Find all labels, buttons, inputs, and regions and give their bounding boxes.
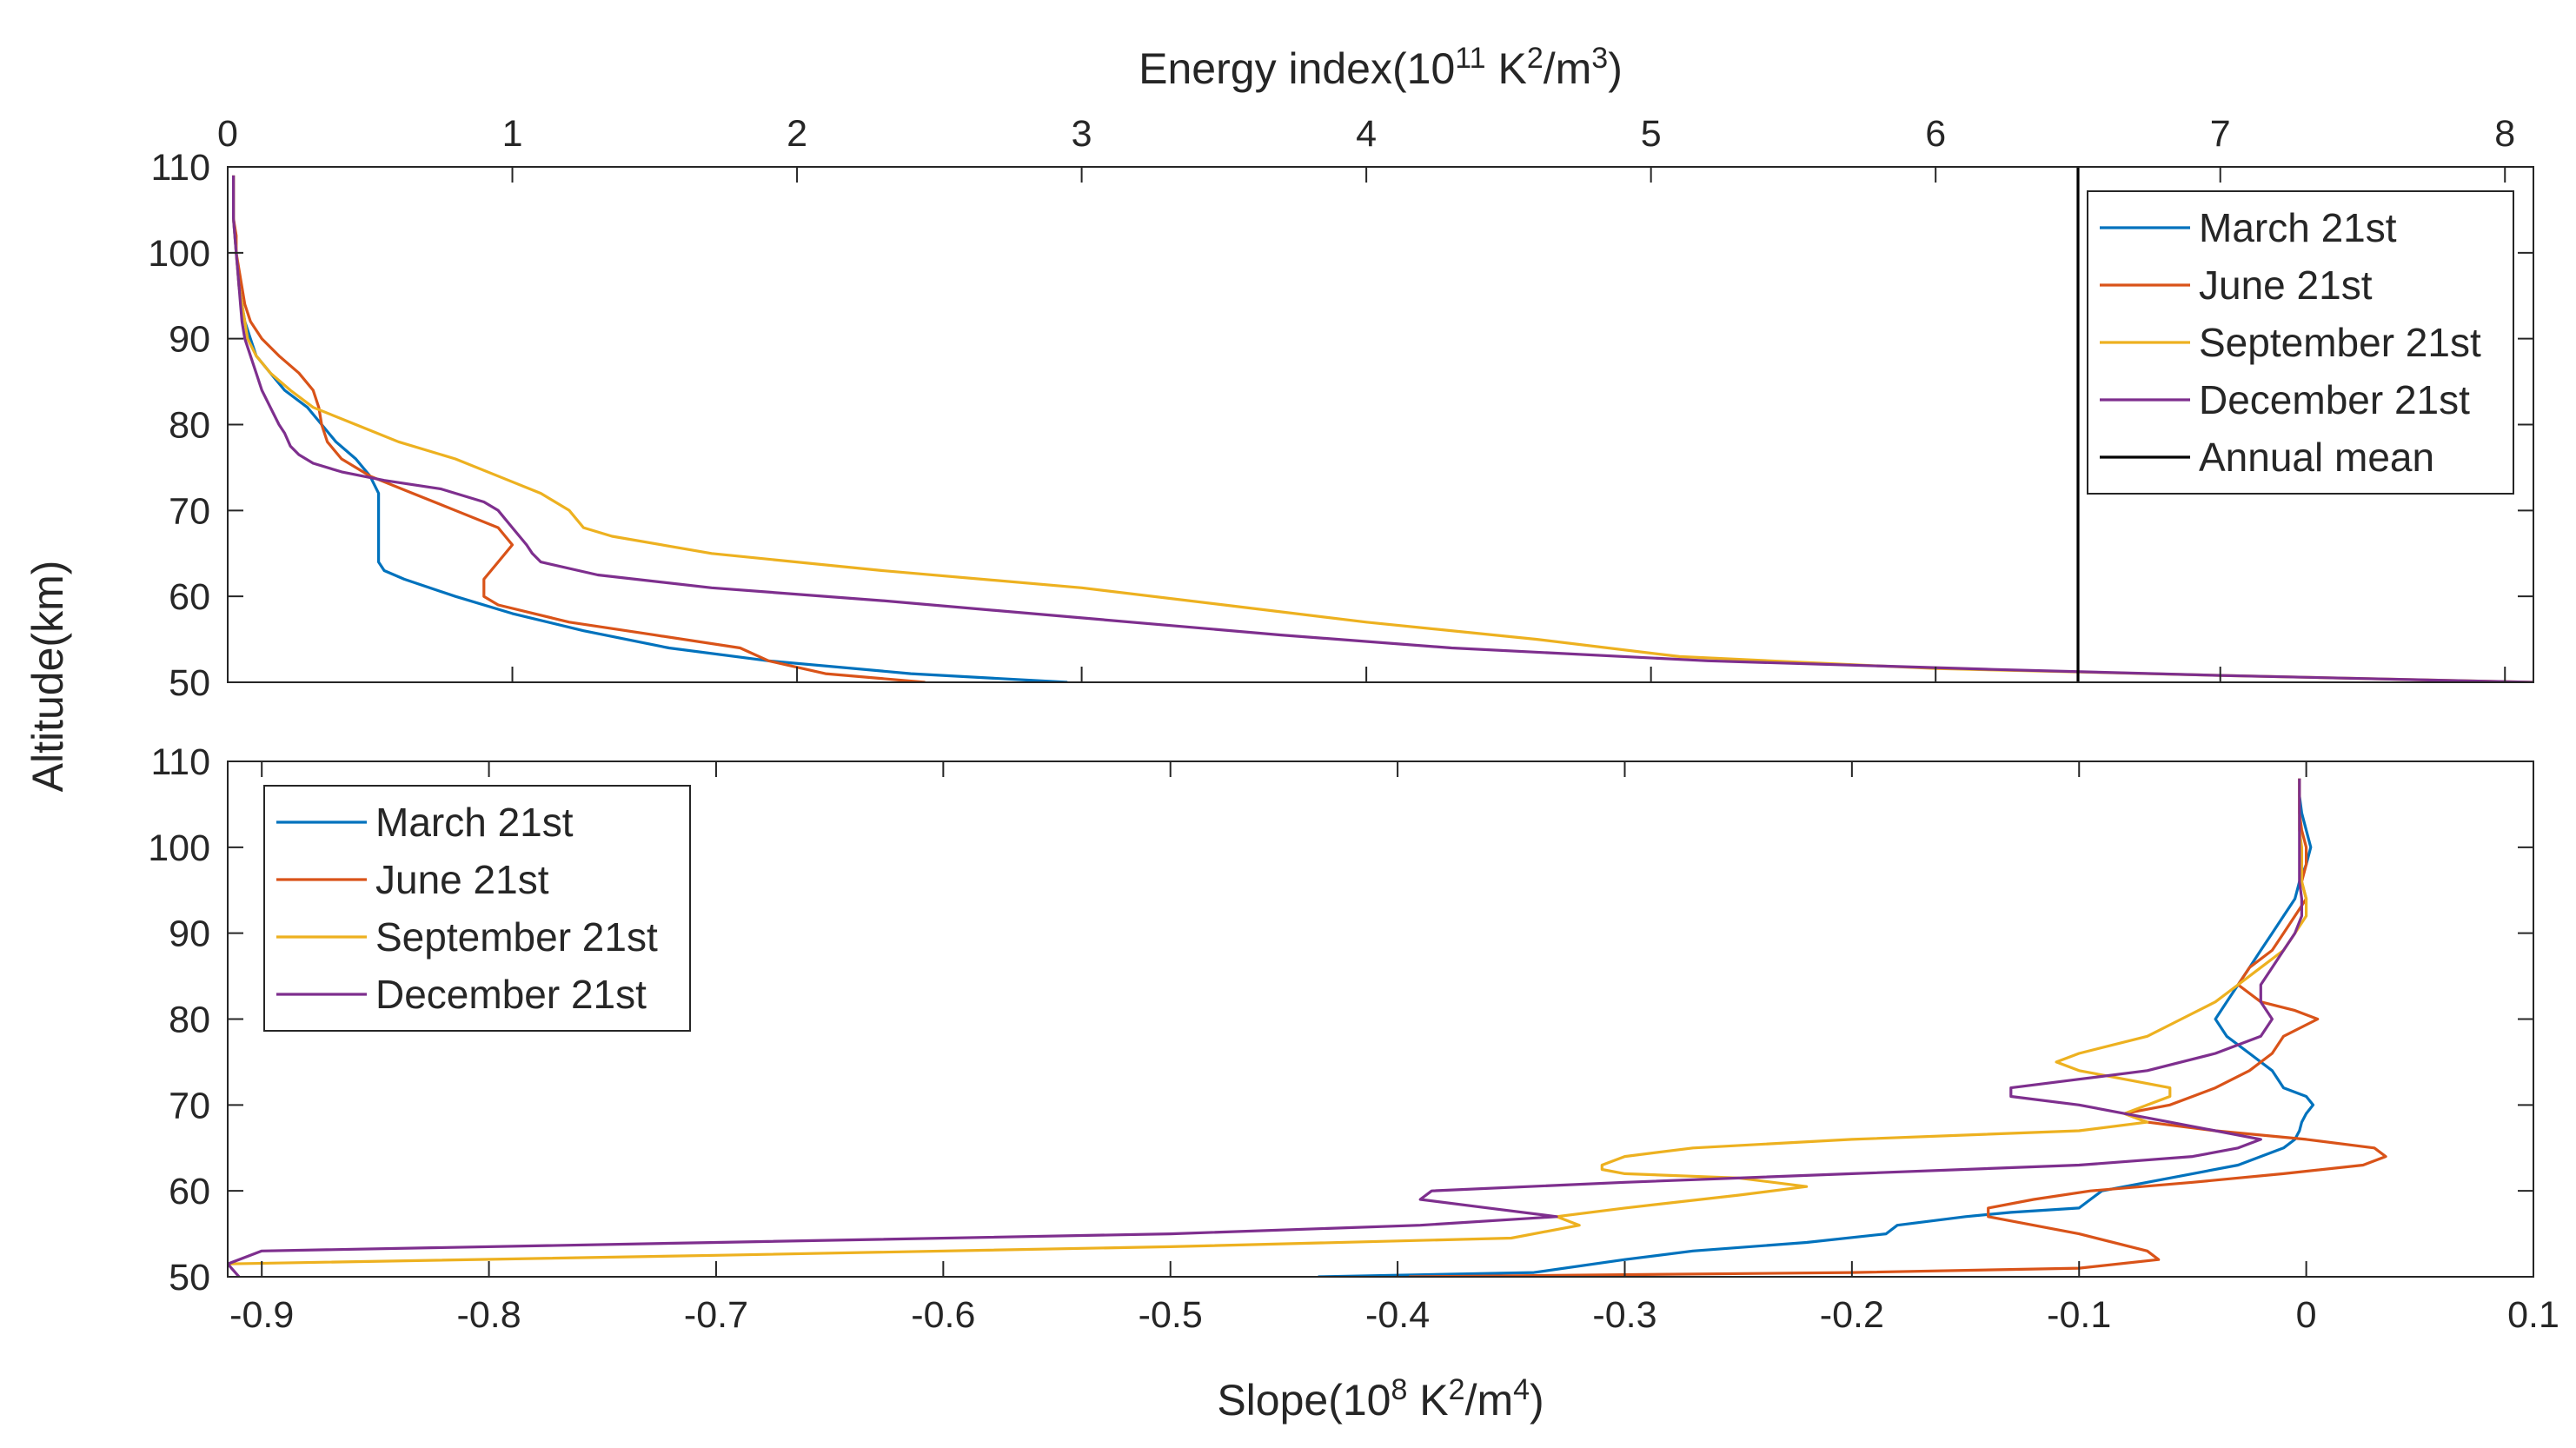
legend-label: December 21st (375, 972, 647, 1017)
series-group (228, 778, 2387, 1277)
series-line-june-21st (232, 175, 926, 682)
series-line-september-21st (228, 778, 2308, 1265)
y-tick-label: 70 (169, 490, 210, 532)
x-tick-label: 8 (2494, 113, 2515, 155)
x-tick-label: 1 (502, 113, 523, 155)
x-tick-label: 0 (217, 113, 238, 155)
x-axis-title-superscript: 8 (1391, 1373, 1407, 1406)
y-tick-label: 100 (148, 233, 210, 275)
y-tick-label: 50 (169, 662, 210, 704)
legend-label: Annual mean (2199, 435, 2434, 480)
x-tick-label: 2 (787, 113, 807, 155)
y-tick-label: 100 (148, 827, 210, 869)
y-tick-label: 90 (169, 319, 210, 361)
legend: March 21st June 21st September 21st Decembe… (263, 785, 691, 1032)
x-axis-title-part: Slope(10 (1217, 1376, 1391, 1425)
series-group (232, 167, 2533, 682)
legend-label: March 21st (375, 800, 574, 845)
x-axis-title-part: /m (1544, 44, 1592, 93)
x-tick-label: 0 (2296, 1294, 2317, 1336)
y-tick-label: 60 (169, 576, 210, 618)
x-tick-label: 6 (1925, 113, 1946, 155)
x-axis-title-superscript: 11 (1455, 42, 1485, 75)
series-line-june-21st (1409, 778, 2387, 1277)
x-axis-title: Slope(108 K2/m4) (1217, 1373, 1544, 1425)
y-tick-label: 60 (169, 1171, 210, 1212)
x-axis-title-part: ) (1608, 44, 1623, 93)
x-tick-label: -0.3 (1592, 1294, 1656, 1336)
y-tick-label: 110 (150, 741, 210, 783)
series-line-march-21st (1318, 778, 2315, 1277)
y-tick-label: 50 (169, 1257, 210, 1299)
x-axis-title-superscript: 4 (1513, 1373, 1530, 1406)
x-tick-label: -0.4 (1365, 1294, 1430, 1336)
x-tick-label: -0.5 (1139, 1294, 1203, 1336)
x-axis-title-part: /m (1465, 1376, 1514, 1425)
y-tick-label: 110 (150, 147, 210, 189)
x-tick-label: -0.9 (229, 1294, 294, 1336)
y-tick-label: 80 (169, 1000, 210, 1041)
y-tick-label: 90 (169, 913, 210, 955)
legend-label: September 21st (2199, 320, 2481, 365)
x-axis-title: Energy index(1011 K2/m3) (1139, 42, 1623, 93)
x-axis-title-part: K (1407, 1376, 1448, 1425)
y-axis-title: Altitude(km) (23, 561, 72, 793)
x-axis-title-superscript: 3 (1591, 42, 1608, 75)
x-tick-label: 0.1 (2507, 1294, 2559, 1336)
legend-box (263, 785, 691, 1032)
legend-label: June 21st (375, 857, 549, 902)
legend: March 21st June 21st September 21st Decembe… (2087, 190, 2514, 495)
y-tick-label: 80 (169, 405, 210, 447)
legend-label: December 21st (2199, 377, 2470, 422)
x-tick-label: 4 (1356, 113, 1377, 155)
x-tick-label: -0.8 (457, 1294, 521, 1336)
x-tick-label: -0.6 (911, 1294, 975, 1336)
x-axis-title-superscript: 2 (1449, 1373, 1465, 1406)
x-tick-label: -0.7 (684, 1294, 748, 1336)
legend-label: June 21st (2199, 262, 2373, 308)
x-axis-title-part: K (1486, 44, 1527, 93)
y-tick-label: 70 (169, 1085, 210, 1126)
x-axis-title-superscript: 2 (1527, 42, 1544, 75)
legend-label: September 21st (375, 914, 658, 960)
x-axis-title-part: ) (1530, 1376, 1544, 1425)
series-line-december-21st (232, 175, 2533, 682)
x-tick-label: 5 (1641, 113, 1662, 155)
series-line-december-21st (228, 778, 2303, 1277)
legend-label: March 21st (2199, 205, 2397, 250)
x-axis-title-part: Energy index(10 (1139, 44, 1455, 93)
x-tick-label: 3 (1072, 113, 1092, 155)
x-tick-label: -0.1 (2047, 1294, 2111, 1336)
x-tick-label: 7 (2210, 113, 2231, 155)
x-tick-label: -0.2 (1820, 1294, 1884, 1336)
